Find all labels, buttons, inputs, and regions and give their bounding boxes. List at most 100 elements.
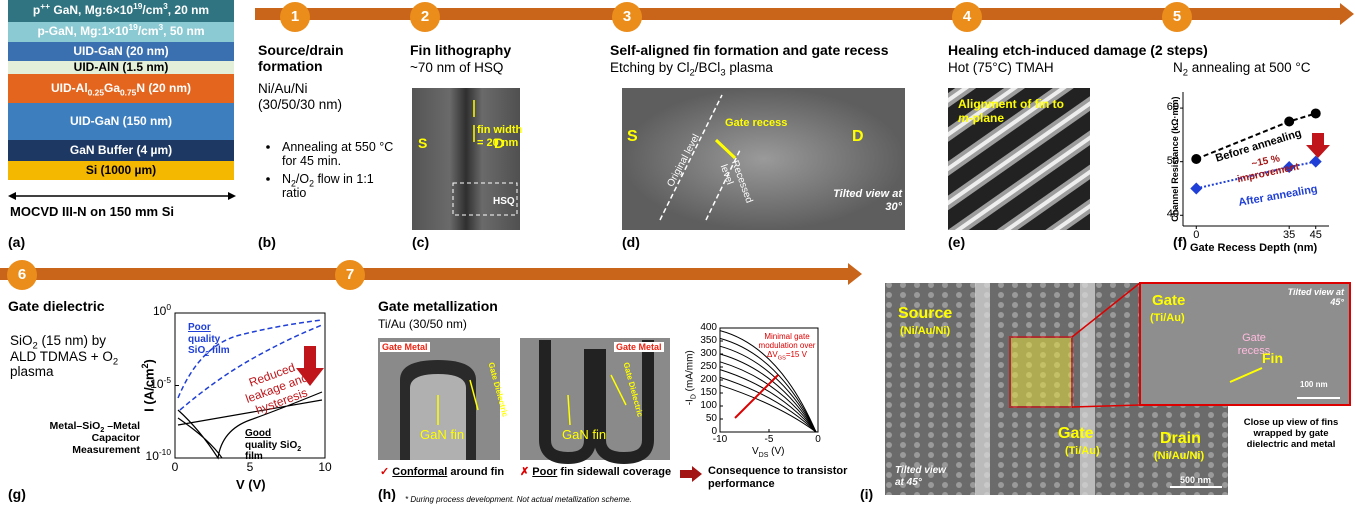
text-run: 2 (297, 446, 301, 453)
text-run: ) (142, 359, 157, 363)
text-run: 0.25 (88, 87, 104, 97)
step-title: Self-aligned fin formation and gate rece… (610, 42, 889, 58)
text-run: /cm (138, 24, 159, 38)
layer-label: Si (1000 µm) (8, 164, 234, 178)
image-label: fin width = 20 nm (477, 124, 527, 149)
x-tick-label: -10 (708, 434, 732, 446)
gate-edge (975, 283, 990, 495)
text-run: ✗ (520, 466, 532, 478)
text-run: /BCl (695, 60, 721, 75)
image-label: S (418, 135, 427, 151)
step-title: Gate metallization (378, 298, 498, 314)
bullet: N2/O2 flow in 1:1 ratio (282, 172, 400, 201)
step-detail: ~70 nm of HSQ (410, 60, 503, 76)
text-run: Poor (188, 322, 211, 333)
image-label: Tilted view at 45° (1282, 287, 1344, 308)
step-detail: N2 annealing at 500 °C (1173, 60, 1311, 76)
x-axis-label: Gate Recess Depth (nm) (1190, 242, 1317, 255)
y-tick-label: 250 (696, 361, 717, 373)
note: * During process development. Not actual… (405, 495, 632, 504)
x-tick-label: 35 (1279, 229, 1299, 242)
step-title: Source/drain formation (258, 42, 368, 74)
step-title: Healing etch-induced damage (2 steps) (948, 42, 1208, 58)
caption: MOCVD III-N on 150 mm Si (10, 205, 174, 220)
gate-edge (1080, 283, 1095, 495)
text-run: GaN, Mg:6×10 (50, 3, 133, 17)
x-tick-label: 45 (1306, 229, 1326, 242)
note: Consequence to transistor performance (708, 465, 848, 490)
note: ✗ Poor fin sidewall coverage (520, 466, 671, 479)
step-detail: Hot (75°C) TMAH (948, 60, 1054, 76)
y-tick-label: 300 (696, 348, 717, 360)
text-run: /O (296, 172, 309, 186)
text-run: around fin (447, 466, 504, 478)
layer-label: UID-AlN (1.5 nm) (8, 61, 234, 75)
point (1311, 108, 1321, 118)
point (1284, 116, 1294, 126)
annotation: Minimal gate modulation over ΔVGS=15 V (752, 332, 822, 360)
text-run: 10 (146, 449, 159, 463)
panel-label: (i) (860, 486, 873, 502)
text-run: -5 (164, 375, 171, 385)
caption: Close up view of fins wrapped by gate di… (1232, 418, 1350, 451)
image-label: 500 nm (1180, 475, 1211, 485)
image-label: Gate (1152, 292, 1185, 309)
text-run: Alignment of fin to (958, 97, 1064, 111)
image-label: (Ti/Au) (1065, 445, 1100, 458)
text-run: 0 (166, 302, 171, 312)
step-number: 7 (335, 266, 365, 283)
x-tick-label: 0 (1186, 229, 1206, 242)
image-label: Tilted view at 30° (830, 188, 902, 213)
x-axis-label: V (V) (236, 478, 266, 493)
text-run: -plane (969, 111, 1004, 125)
image-label: D (852, 128, 864, 146)
image-label: Gate Metal (380, 342, 430, 352)
decorative-curve (720, 354, 816, 432)
text-run: 10 (153, 304, 166, 318)
text-run: GS (778, 356, 786, 362)
text-run: (mA/mm) (684, 350, 695, 394)
text-run: 2 (113, 356, 118, 367)
y-tick-label: 400 (696, 322, 717, 334)
text-run: /cm (142, 3, 163, 17)
arrow-head (228, 192, 236, 200)
step-detail: Etching by Cl2/BCl3 plasma (610, 60, 773, 76)
step-detail: Ti/Au (30/50 nm) (378, 318, 467, 332)
point (1191, 154, 1201, 164)
text-run: Conformal (392, 466, 447, 478)
layer-label: GaN Buffer (4 µm) (8, 144, 234, 158)
annotation: Poor quality SiO2 film (188, 322, 243, 357)
decrease-arrow (1306, 133, 1330, 158)
step-detail: Ni/Au/Ni (30/50/30 nm) (258, 81, 368, 112)
step-number: 3 (612, 8, 642, 25)
image-label: HSQ (493, 196, 515, 208)
arrow-head (8, 192, 16, 200)
panel-label: (b) (258, 234, 276, 250)
text-run: 19 (128, 22, 137, 32)
text-run: 0.75 (120, 87, 136, 97)
image-label: (Ti/Au) (1150, 312, 1185, 325)
zoom-box (1010, 337, 1072, 407)
image-label: Source (898, 305, 952, 323)
image-label: Gate Metal (614, 342, 664, 352)
y-axis-label: -ID (mA/mm) (684, 338, 696, 418)
image-label: (Ni/Au/Ni) (1154, 450, 1204, 463)
panel-label: (g) (8, 486, 26, 502)
panel-label: (a) (8, 234, 25, 250)
text-run: film (245, 451, 263, 462)
text-run: , 50 nm (163, 24, 204, 38)
y-tick-label: 100 (139, 305, 171, 319)
text-run: Poor (532, 466, 557, 478)
text-run: D (690, 394, 697, 399)
bullet: Annealing at 550 °C for 45 min. (282, 140, 400, 169)
figure-graphics (0, 0, 1355, 510)
point (1310, 156, 1322, 168)
y-axis-label: Channel Resistance (kΩ·mm) (1170, 84, 1180, 234)
image-label: Gate recess (725, 117, 787, 130)
sem-image (412, 88, 520, 230)
text-run: SiO (10, 333, 33, 348)
annotation: Metal–SiO2 –Metal Capacitor Measurement (30, 420, 140, 456)
text-run: fin sidewall coverage (557, 466, 671, 478)
text-run: , 20 nm (168, 3, 209, 17)
text-run: DS (759, 452, 769, 459)
